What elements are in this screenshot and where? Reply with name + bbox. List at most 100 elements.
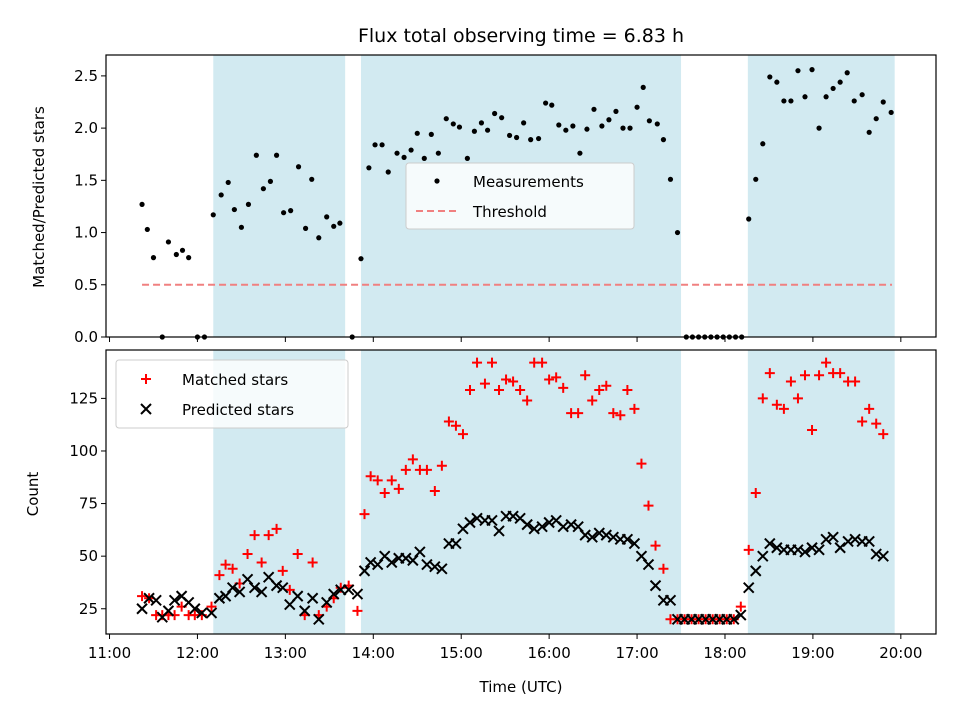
predicted-star-point bbox=[664, 594, 677, 607]
matched-star-point bbox=[501, 374, 512, 385]
measurement-point bbox=[851, 98, 857, 104]
matched-star-point bbox=[658, 563, 669, 574]
x-tick-label: 19:00 bbox=[791, 644, 834, 662]
matched-star-point bbox=[636, 458, 647, 469]
x-tick-label: 13:00 bbox=[264, 644, 307, 662]
measurement-point bbox=[253, 152, 259, 158]
measurement-point bbox=[421, 155, 427, 161]
predicted-star-point bbox=[306, 592, 319, 604]
matched-star-point bbox=[227, 563, 238, 574]
matched-star-point bbox=[457, 429, 468, 440]
legend-bottom: Matched stars Predicted stars bbox=[115, 359, 349, 429]
observing-window bbox=[213, 55, 346, 337]
matched-star-point bbox=[587, 395, 598, 406]
measurement-point bbox=[484, 127, 491, 133]
measurement-point bbox=[543, 100, 549, 106]
predicted-star-point bbox=[600, 529, 612, 541]
measurement-point bbox=[238, 224, 245, 230]
measurement-point bbox=[366, 165, 372, 171]
predicted-star-point bbox=[521, 518, 533, 531]
measurement-point bbox=[844, 70, 850, 76]
predicted-star-point bbox=[189, 603, 201, 615]
matched-star-point bbox=[436, 460, 447, 471]
matched-star-point bbox=[814, 370, 825, 381]
matched-star-point bbox=[206, 601, 217, 612]
measurement-point bbox=[774, 79, 780, 85]
measurement-point bbox=[816, 125, 822, 131]
matched-star-point bbox=[743, 544, 754, 555]
predicted-star-point bbox=[799, 546, 811, 558]
measurement-point bbox=[385, 169, 391, 175]
measurement-point bbox=[563, 127, 569, 133]
legend-matched-marker bbox=[141, 374, 151, 384]
predicted-star-point bbox=[870, 548, 882, 560]
matched-star-point bbox=[785, 376, 796, 387]
legend-matched-label: Matched stars bbox=[182, 371, 288, 389]
measurement-point bbox=[753, 176, 759, 182]
measurement-point bbox=[556, 122, 562, 128]
matched-star-point bbox=[544, 374, 555, 385]
predicted-star-point bbox=[557, 521, 569, 533]
legend-box bbox=[405, 162, 635, 230]
matched-star-point bbox=[137, 591, 148, 602]
x-tick-label: 14:00 bbox=[352, 644, 395, 662]
predicted-star-point bbox=[813, 544, 825, 556]
predicted-star-point bbox=[743, 582, 755, 594]
measurement-point bbox=[514, 134, 520, 141]
predicted-star-point bbox=[827, 531, 839, 543]
measurement-point bbox=[331, 223, 337, 229]
observing-window bbox=[747, 350, 895, 634]
matched-star-point bbox=[494, 384, 505, 395]
predicted-star-point bbox=[842, 535, 854, 548]
axes-frame bbox=[105, 54, 937, 338]
y-tick-label: 50 bbox=[79, 547, 98, 565]
matched-star-point bbox=[558, 382, 569, 393]
predicted-star-point bbox=[162, 605, 175, 617]
measurement-point bbox=[210, 212, 216, 218]
matched-star-point bbox=[292, 549, 303, 560]
y-tick-label: 25 bbox=[79, 600, 98, 618]
matched-star-point bbox=[256, 557, 267, 568]
matched-star-point bbox=[307, 557, 318, 568]
matched-star-point bbox=[629, 403, 640, 414]
matched-star-point bbox=[365, 471, 376, 482]
matched-star-point bbox=[799, 370, 810, 381]
x-tick-label: 12:00 bbox=[176, 644, 219, 662]
measurement-point bbox=[267, 178, 274, 184]
measurement-point bbox=[830, 85, 836, 92]
predicted-star-point bbox=[607, 531, 620, 543]
matched-star-point bbox=[277, 565, 288, 576]
y-tick-label: 100 bbox=[69, 442, 98, 460]
predicted-star-point bbox=[565, 518, 577, 531]
predicted-star-point bbox=[728, 613, 740, 625]
predicted-star-point bbox=[299, 605, 311, 617]
measurement-point bbox=[471, 128, 478, 134]
legend-threshold-label: Threshold bbox=[472, 203, 547, 221]
matched-star-point bbox=[615, 410, 626, 421]
predicted-star-point bbox=[414, 546, 426, 558]
predicted-star-point bbox=[528, 523, 540, 535]
measurement-point bbox=[802, 94, 808, 100]
matched-star-point bbox=[537, 357, 548, 368]
measurement-point bbox=[408, 147, 414, 153]
predicted-star-point bbox=[507, 510, 519, 522]
measurement-point bbox=[401, 154, 407, 160]
predicted-star-point bbox=[233, 586, 246, 598]
matched-star-point bbox=[249, 530, 260, 541]
measurement-point bbox=[186, 255, 192, 261]
matched-star-point bbox=[450, 420, 461, 431]
measurement-point bbox=[606, 117, 612, 123]
matched-star-point bbox=[220, 559, 231, 570]
measurement-point bbox=[788, 98, 794, 104]
measurement-point bbox=[456, 124, 463, 130]
predicted-star-point bbox=[593, 527, 605, 539]
predicted-star-point bbox=[628, 537, 641, 550]
matched-star-point bbox=[871, 418, 882, 429]
matched-star-point bbox=[429, 485, 440, 496]
matched-star-point bbox=[857, 416, 868, 427]
measurement-point bbox=[535, 135, 542, 142]
measurement-point bbox=[795, 68, 801, 74]
predicted-star-point bbox=[877, 550, 889, 562]
predicted-star-point bbox=[735, 609, 747, 621]
